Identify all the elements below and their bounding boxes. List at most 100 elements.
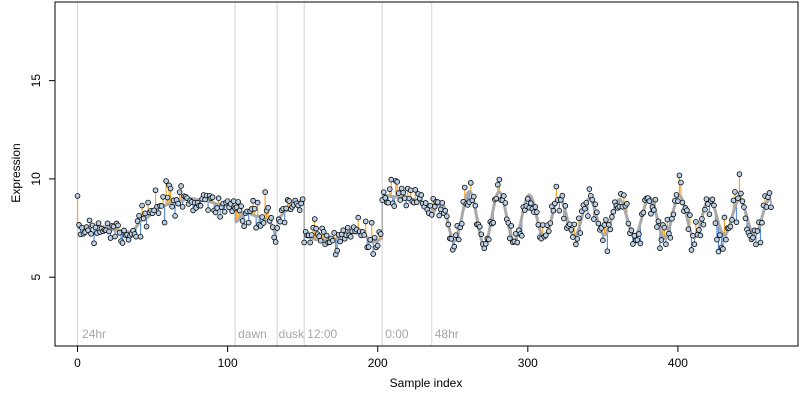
data-point xyxy=(688,247,695,253)
data-point xyxy=(296,207,303,213)
data-point xyxy=(478,231,485,238)
data-point xyxy=(585,213,591,219)
data-point xyxy=(281,219,288,226)
data-point xyxy=(561,215,567,222)
data-point xyxy=(621,192,627,198)
data-point xyxy=(142,210,148,217)
data-point xyxy=(594,209,600,216)
data-point xyxy=(422,200,429,206)
data-point xyxy=(559,192,566,199)
data-point xyxy=(158,203,165,209)
data-point xyxy=(514,239,521,246)
data-point xyxy=(428,212,435,218)
data-point xyxy=(458,220,465,227)
data-point xyxy=(316,233,322,239)
data-point xyxy=(562,203,569,209)
annotation-label: dusk xyxy=(279,327,305,341)
data-point xyxy=(603,217,609,223)
data-point xyxy=(609,214,615,220)
data-point xyxy=(472,202,479,209)
data-point xyxy=(145,199,151,206)
data-point xyxy=(139,202,145,209)
data-point xyxy=(699,216,705,222)
data-point xyxy=(137,233,144,240)
data-point xyxy=(507,235,513,242)
data-point xyxy=(88,231,94,237)
data-point xyxy=(262,189,268,195)
data-point xyxy=(334,247,340,254)
data-point xyxy=(443,213,450,220)
data-point xyxy=(452,232,459,238)
data-point xyxy=(546,228,552,234)
data-point xyxy=(739,198,746,205)
data-point xyxy=(161,219,168,226)
data-point xyxy=(661,224,668,231)
data-point xyxy=(340,227,346,234)
data-point xyxy=(525,196,531,202)
data-point xyxy=(667,235,674,241)
y-tick-label: 5 xyxy=(29,274,43,281)
data-point xyxy=(394,179,401,185)
data-point xyxy=(418,192,425,198)
data-point xyxy=(753,241,759,248)
data-point xyxy=(455,236,462,243)
data-point xyxy=(690,232,696,239)
data-point xyxy=(528,200,534,206)
data-point xyxy=(251,205,258,212)
data-point xyxy=(601,222,608,228)
data-point xyxy=(501,193,507,199)
data-point xyxy=(86,217,93,224)
data-point xyxy=(347,233,354,240)
data-point xyxy=(757,239,764,246)
data-point xyxy=(535,221,542,228)
data-point xyxy=(547,220,554,226)
data-point xyxy=(344,224,351,231)
data-point xyxy=(361,232,368,238)
data-point xyxy=(543,232,549,239)
data-point xyxy=(738,190,744,197)
data-point xyxy=(164,194,171,201)
data-point xyxy=(730,197,737,204)
data-point xyxy=(380,189,387,195)
data-point xyxy=(712,220,719,226)
data-point xyxy=(519,233,525,239)
data-point xyxy=(205,207,211,213)
data-point xyxy=(254,199,261,206)
data-point xyxy=(250,197,256,204)
data-point xyxy=(534,209,540,215)
data-point xyxy=(160,194,166,200)
data-point xyxy=(91,240,97,247)
data-points xyxy=(74,171,774,258)
data-point xyxy=(678,179,684,186)
data-point xyxy=(691,241,698,248)
data-point xyxy=(766,190,773,196)
data-point xyxy=(577,230,584,236)
data-point xyxy=(723,236,729,243)
data-point xyxy=(476,223,483,230)
data-point xyxy=(685,226,692,232)
data-point xyxy=(245,219,252,226)
data-point xyxy=(395,190,402,196)
data-point xyxy=(317,237,324,244)
data-point xyxy=(268,215,274,221)
data-point xyxy=(397,197,404,203)
data-point xyxy=(448,236,455,242)
data-point xyxy=(313,225,319,232)
data-point xyxy=(540,222,546,228)
data-point xyxy=(176,189,183,195)
data-point xyxy=(591,216,597,222)
annotation-label: dawn xyxy=(238,327,267,341)
data-point xyxy=(121,227,127,234)
y-axis-label: Expression xyxy=(9,143,23,202)
data-point xyxy=(570,234,576,240)
data-point xyxy=(439,200,446,206)
data-point xyxy=(272,239,279,245)
data-point xyxy=(736,171,743,177)
data-point xyxy=(365,244,372,250)
data-point xyxy=(720,246,726,252)
data-point xyxy=(675,198,681,204)
y-tick-label: 10 xyxy=(29,172,43,186)
data-point xyxy=(133,233,139,240)
annotation-label: 24hr xyxy=(82,327,106,341)
